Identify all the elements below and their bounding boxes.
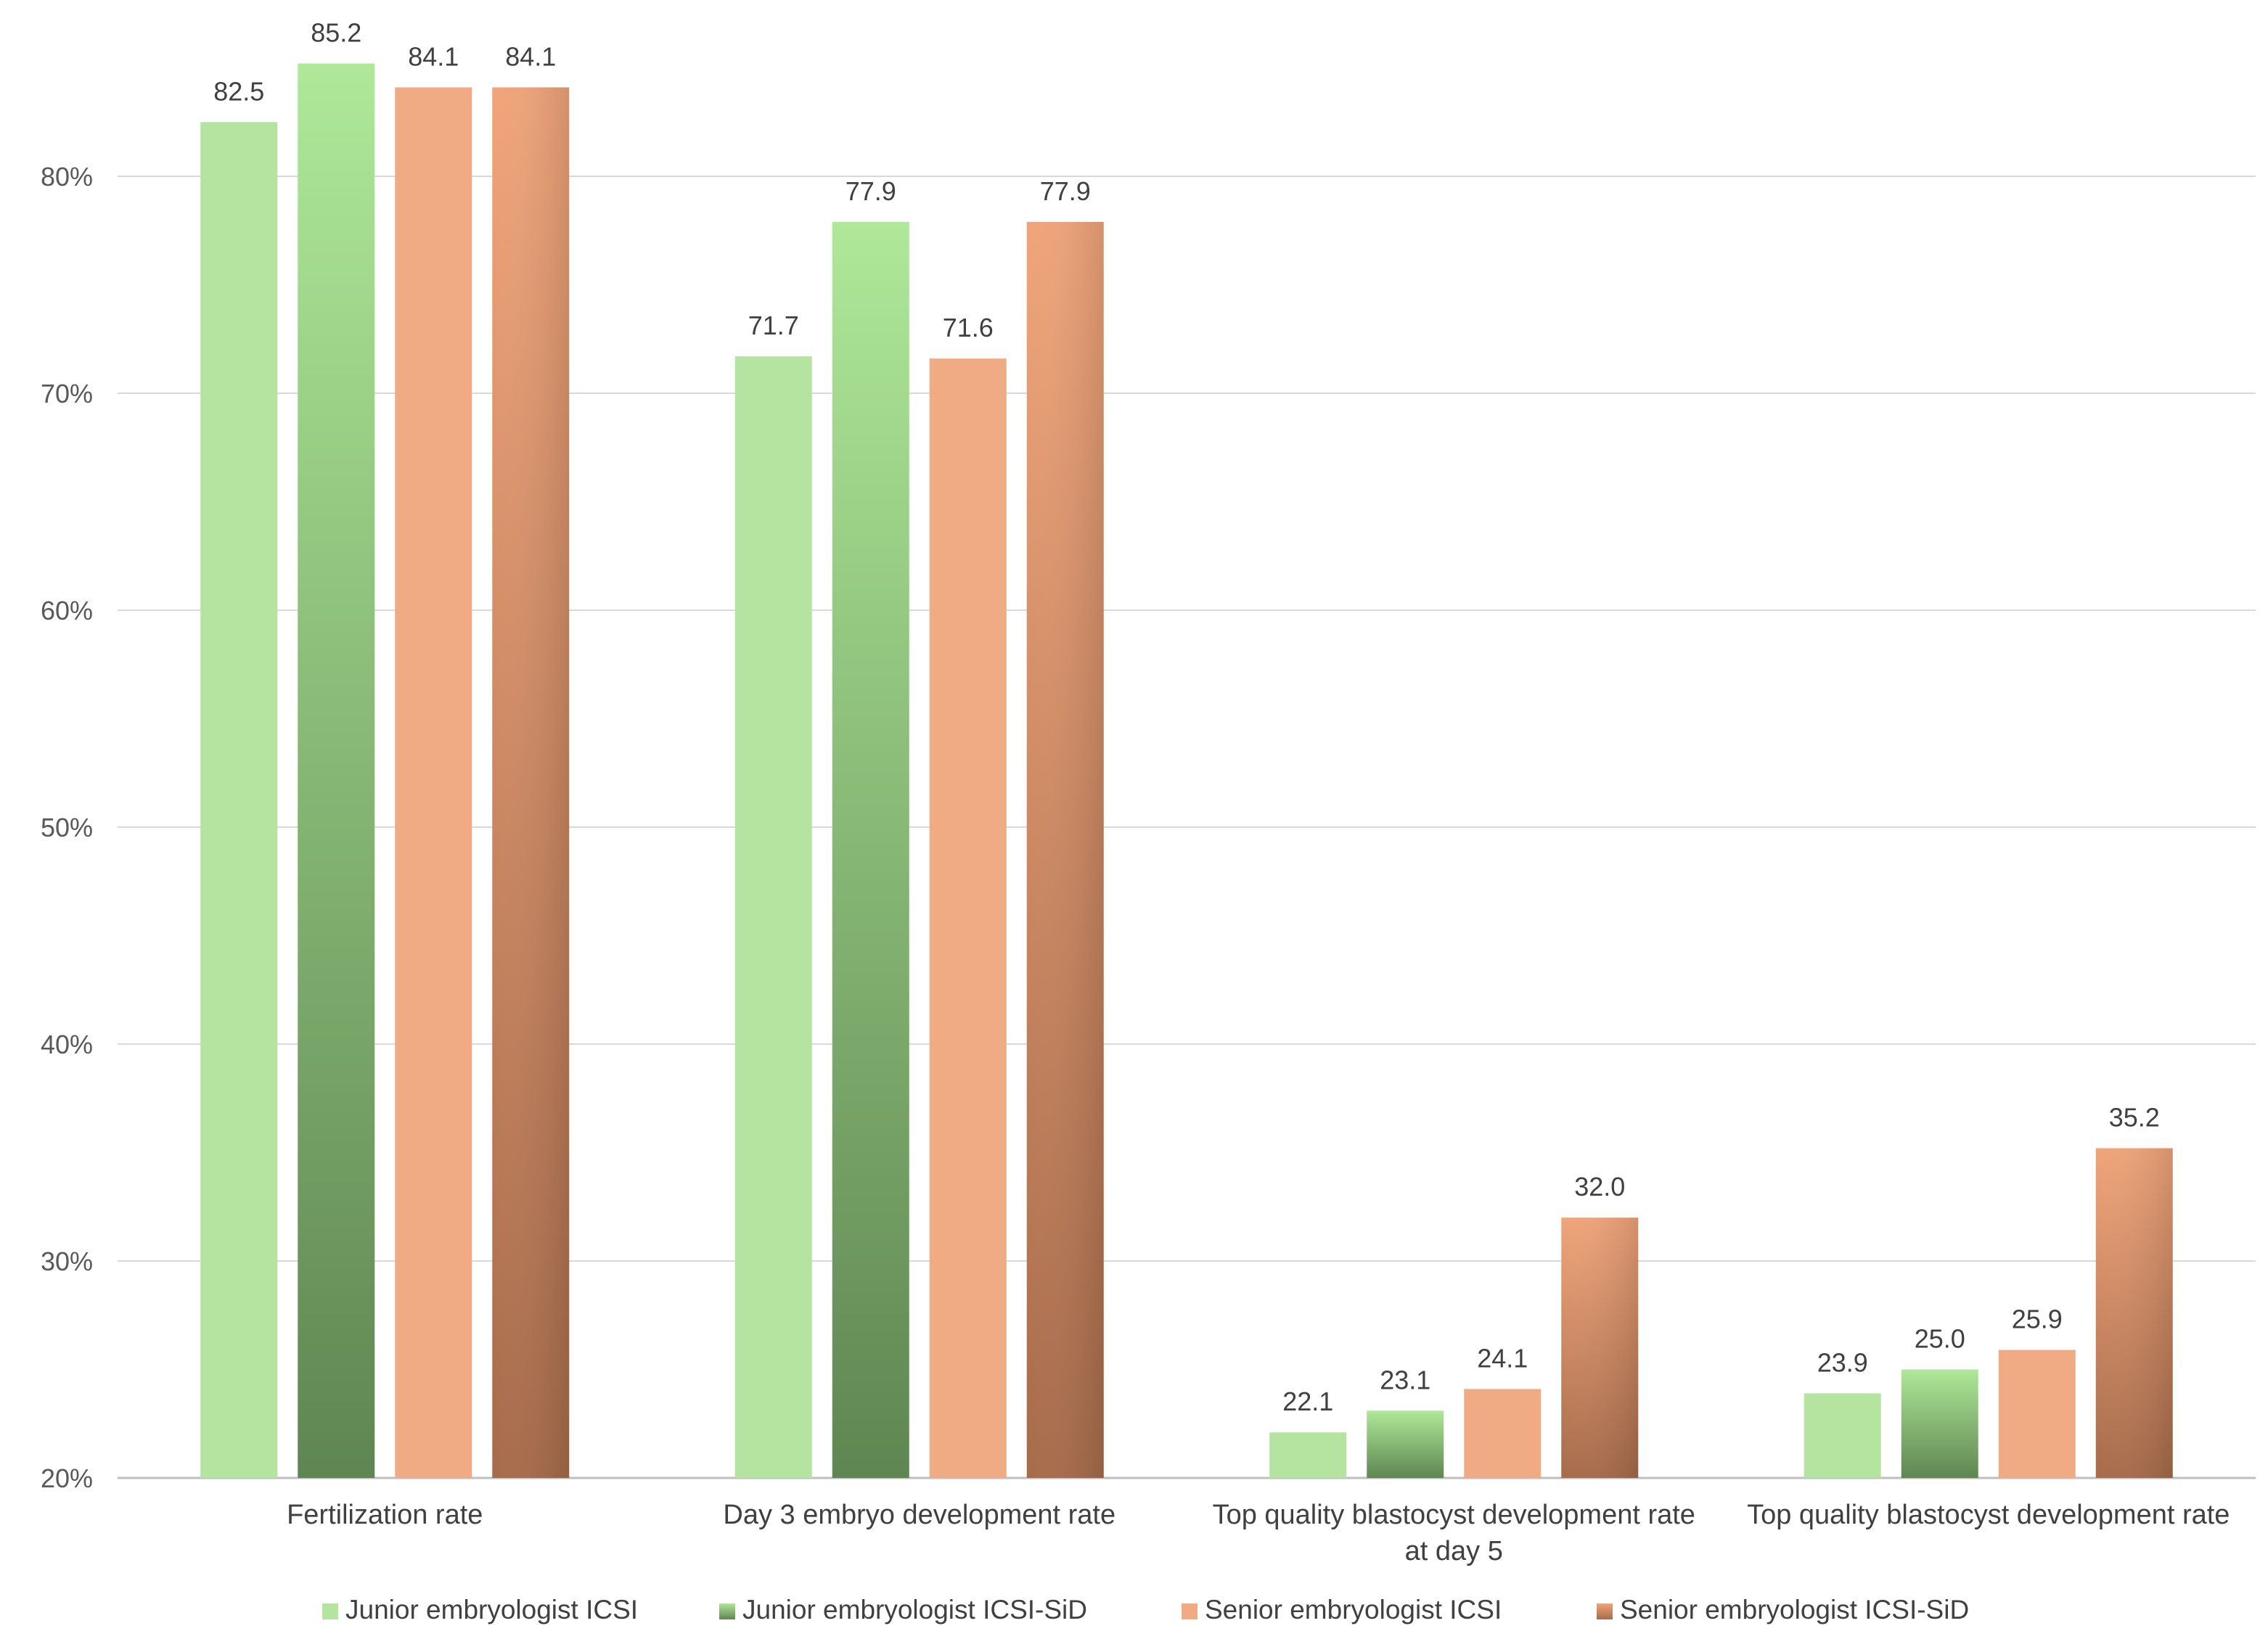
data-label: 23.1 [1380,1365,1430,1395]
x-tick-label: Fertilization rate [287,1500,483,1530]
data-label: 25.9 [2012,1305,2063,1334]
bar [1269,1432,1347,1478]
x-tick-label: Top quality blastocyst development rate [1213,1500,1695,1530]
y-axis: 20% 30% 40% 50% 60% 70% 80% [41,162,93,1493]
legend-swatch [1182,1603,1198,1619]
bar-shading [1026,221,1104,1478]
bar [1367,1410,1444,1478]
data-label: 23.9 [1817,1347,1868,1377]
data-label: 71.7 [748,311,799,340]
data-label: 82.5 [213,76,264,106]
bar [1464,1389,1542,1478]
data-label: 25.0 [1915,1324,1965,1354]
bar [734,356,812,1478]
y-tick-label: 70% [41,379,93,408]
bar [1998,1350,2076,1478]
data-label: 84.1 [408,41,459,71]
data-label: 85.2 [311,18,361,48]
bar [200,122,278,1478]
bar-shading [492,87,570,1478]
x-axis: Fertilization rate Day 3 embryo developme… [287,1500,2230,1566]
data-label: 35.2 [2109,1103,2160,1133]
data-label: 84.1 [505,41,556,71]
data-label: 77.9 [1040,176,1091,206]
legend-label: Junior embryologist ICSI [345,1595,638,1625]
y-tick-label: 40% [41,1030,93,1059]
y-tick-label: 20% [41,1463,93,1493]
data-label: 77.9 [846,176,896,206]
x-tick-label: Top quality blastocyst development rate [1747,1500,2230,1530]
legend-label: Senior embryologist ICSI [1205,1595,1502,1625]
bar [1804,1393,1881,1478]
legend-swatch [1597,1603,1613,1619]
bar [929,358,1007,1478]
data-label: 71.6 [943,313,994,342]
x-tick-label: Day 3 embryo development rate [723,1500,1115,1530]
x-tick-label: at day 5 [1405,1536,1503,1566]
legend-swatch [719,1603,735,1619]
data-labels: 82.5 85.2 84.1 84.1 71.7 77.9 71.6 77.9 22.1 23.1… [213,18,2160,1417]
legend-label: Junior embryologist ICSI-SiD [742,1595,1087,1625]
y-tick-label: 50% [41,813,93,842]
y-tick-label: 60% [41,596,93,625]
bar [298,63,375,1478]
data-label: 32.0 [1574,1172,1625,1202]
bar [1901,1369,1978,1478]
data-label: 24.1 [1477,1343,1528,1373]
legend-swatch [322,1603,338,1619]
bar-shading [2095,1148,2173,1478]
bars [200,63,2173,1478]
gridlines [118,176,2256,1479]
legend: Junior embryologist ICSI Junior embryolog… [322,1595,1969,1625]
y-tick-label: 30% [41,1246,93,1276]
bar [395,87,472,1478]
data-label: 22.1 [1282,1387,1333,1416]
bar [832,221,909,1478]
y-tick-label: 80% [41,162,93,192]
legend-label: Senior embryologist ICSI-SiD [1620,1595,1969,1625]
bar-shading [1561,1217,1639,1478]
